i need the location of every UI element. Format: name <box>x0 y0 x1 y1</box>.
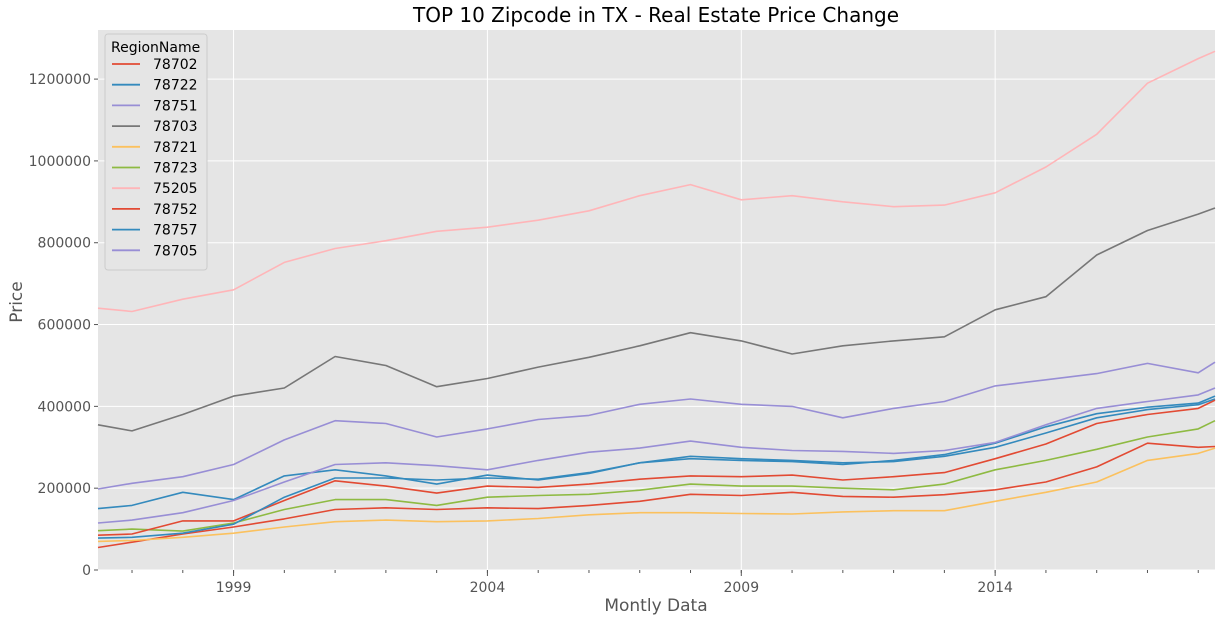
legend-label-78752: 78752 <box>153 202 198 218</box>
y-tick-label: 1000000 <box>29 154 91 170</box>
series-line-78752 <box>97 399 1216 536</box>
series-lines <box>97 50 1216 549</box>
legend-label-78751: 78751 <box>153 98 198 114</box>
legend-box <box>104 33 208 271</box>
y-axis-label: Price <box>7 281 27 322</box>
y-axis-ticks: 0 200000 400000 600000 800000 1000000 1200000 <box>29 72 98 579</box>
series-line-78757 <box>97 395 1216 539</box>
x-tick-label: 2004 <box>470 580 506 596</box>
x-tick-label: 1999 <box>216 580 252 596</box>
y-tick-label: 800000 <box>38 236 91 252</box>
series-line-78723 <box>97 419 1216 532</box>
y-tick-label: 0 <box>82 563 91 579</box>
y-tick-label: 600000 <box>38 318 91 334</box>
series-line-75205 <box>97 50 1216 313</box>
x-tick-label: 2014 <box>977 580 1013 596</box>
legend-label-78705: 78705 <box>153 243 198 259</box>
x-axis-ticks: 1999 2004 2009 2014 <box>131 570 1199 596</box>
series-line-78722 <box>97 398 1216 510</box>
y-tick-label: 200000 <box>38 481 91 497</box>
plot-background <box>98 30 1215 570</box>
series-line-78705 <box>97 387 1216 524</box>
legend-title: RegionName <box>111 40 200 56</box>
series-line-78721 <box>97 447 1216 543</box>
series-line-78703 <box>97 207 1216 432</box>
legend-label-78721: 78721 <box>153 140 198 156</box>
legend-label-78702: 78702 <box>153 57 198 73</box>
chart-title: TOP 10 Zipcode in TX - Real Estate Price… <box>412 3 899 27</box>
legend-label-78757: 78757 <box>153 223 198 239</box>
series-line-78751 <box>97 361 1216 490</box>
legend: RegionName 78702 78722 78751 78703 78721 7872… <box>104 33 208 271</box>
legend-label-78723: 78723 <box>153 161 198 177</box>
legend-items: 78702 78722 78751 78703 78721 78723 75205 78752… <box>112 57 198 259</box>
legend-label-78722: 78722 <box>153 78 198 94</box>
legend-label-78703: 78703 <box>153 119 198 135</box>
y-tick-label: 1200000 <box>29 72 91 88</box>
x-axis-label: Montly Data <box>604 596 707 616</box>
y-tick-label: 400000 <box>38 399 91 415</box>
legend-label-75205: 75205 <box>153 181 198 197</box>
x-tick-label: 2009 <box>723 580 759 596</box>
series-line-78702 <box>97 442 1216 549</box>
